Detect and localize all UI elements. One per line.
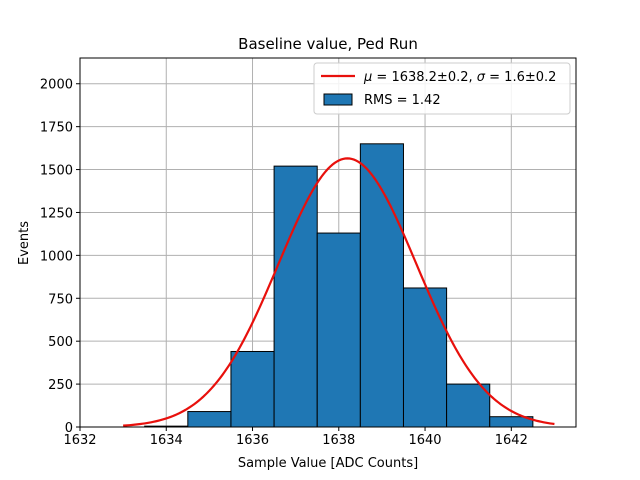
y-tick-label-8: 2000	[40, 78, 73, 93]
y-tick-label-6: 1500	[40, 164, 73, 179]
legend-box	[313, 62, 571, 115]
gaussian-fit-curve	[123, 157, 555, 427]
chart-title: Baseline value, Ped Run	[238, 35, 418, 53]
histogram-bar-5	[316, 232, 361, 428]
x-axis-label: Sample Value [ADC Counts]	[238, 456, 418, 471]
histogram-bar-7	[402, 287, 448, 428]
y-axis-label: Events	[17, 221, 32, 265]
y-tick-label-0: 0	[65, 421, 73, 436]
x-tick-label-4: 1640	[408, 433, 441, 448]
legend-fit-label: μ = 1638.2±0.2, σ = 1.6±0.2	[363, 70, 556, 85]
y-tick-label-3: 750	[48, 292, 73, 307]
x-axis-ticks: 1632 1634 1636 1638 1640 1642	[63, 427, 528, 448]
legend-mu-value: = 1638.2±0.2,	[372, 70, 476, 85]
histogram-bar-3	[230, 350, 275, 428]
plot-frame	[79, 57, 577, 428]
x-tick-label-3: 1638	[322, 433, 355, 448]
x-tick-label-2: 1636	[236, 433, 269, 448]
y-tick-label-7: 1750	[40, 121, 73, 136]
y-tick-label-4: 1000	[40, 249, 73, 264]
histogram-bar-8	[446, 383, 491, 428]
legend: μ = 1638.2±0.2, σ = 1.6±0.2 RMS = 1.42	[313, 62, 571, 115]
histogram-bar-6	[359, 143, 404, 428]
histogram-bar-2	[187, 411, 232, 428]
x-tick-label-5: 1642	[495, 433, 528, 448]
y-axis-ticks: 0 250 500 750 1000 1250 1500 1750 2000	[40, 78, 80, 436]
histogram-bars	[144, 143, 534, 428]
legend-sigma-value: = 1.6±0.2	[485, 70, 556, 85]
x-tick-label-0: 1632	[63, 433, 96, 448]
x-tick-label-1: 1634	[150, 433, 183, 448]
y-tick-label-5: 1250	[40, 206, 73, 221]
legend-hist-swatch	[323, 93, 353, 106]
legend-mu-symbol: μ	[363, 70, 372, 85]
y-tick-label-2: 500	[48, 335, 73, 350]
histogram-bar-4	[273, 165, 318, 428]
y-tick-label-1: 250	[48, 378, 73, 393]
legend-hist-label: RMS = 1.42	[364, 93, 441, 108]
legend-sigma-symbol: σ	[477, 70, 486, 85]
